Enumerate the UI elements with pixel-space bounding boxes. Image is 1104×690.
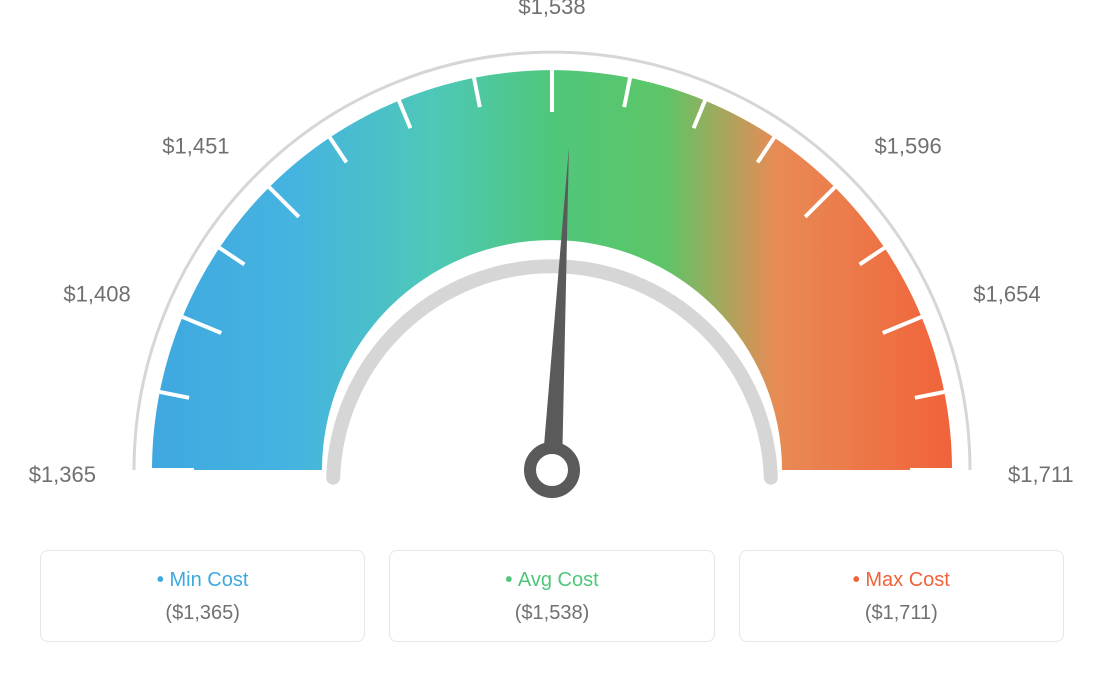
cost-gauge-chart: $1,365 $1,408 $1,451 $1,538 $1,596 $1,654 $1,7… [0,0,1104,560]
gauge-tick-label: $1,654 [973,281,1040,306]
min-cost-card: Min Cost ($1,365) [40,550,365,642]
min-cost-label: Min Cost [51,569,354,592]
gauge-needle-hub [530,448,574,492]
max-cost-value: ($1,711) [750,602,1053,625]
max-cost-card: Max Cost ($1,711) [739,550,1064,642]
gauge-tick-label: $1,451 [162,133,229,158]
avg-cost-card: Avg Cost ($1,538) [389,550,714,642]
min-cost-value: ($1,365) [51,602,354,625]
gauge-tick-label: $1,408 [63,281,130,306]
avg-cost-value: ($1,538) [400,602,703,625]
gauge-svg: $1,365 $1,408 $1,451 $1,538 $1,596 $1,654 $1,7… [0,0,1104,560]
gauge-tick-label: $1,711 [1008,462,1074,487]
max-cost-label: Max Cost [750,569,1053,592]
gauge-tick-label: $1,365 [29,462,96,487]
gauge-tick-label: $1,596 [874,133,941,158]
gauge-tick-label: $1,538 [518,0,585,19]
avg-cost-label: Avg Cost [400,569,703,592]
summary-cards: Min Cost ($1,365) Avg Cost ($1,538) Max … [0,550,1104,642]
